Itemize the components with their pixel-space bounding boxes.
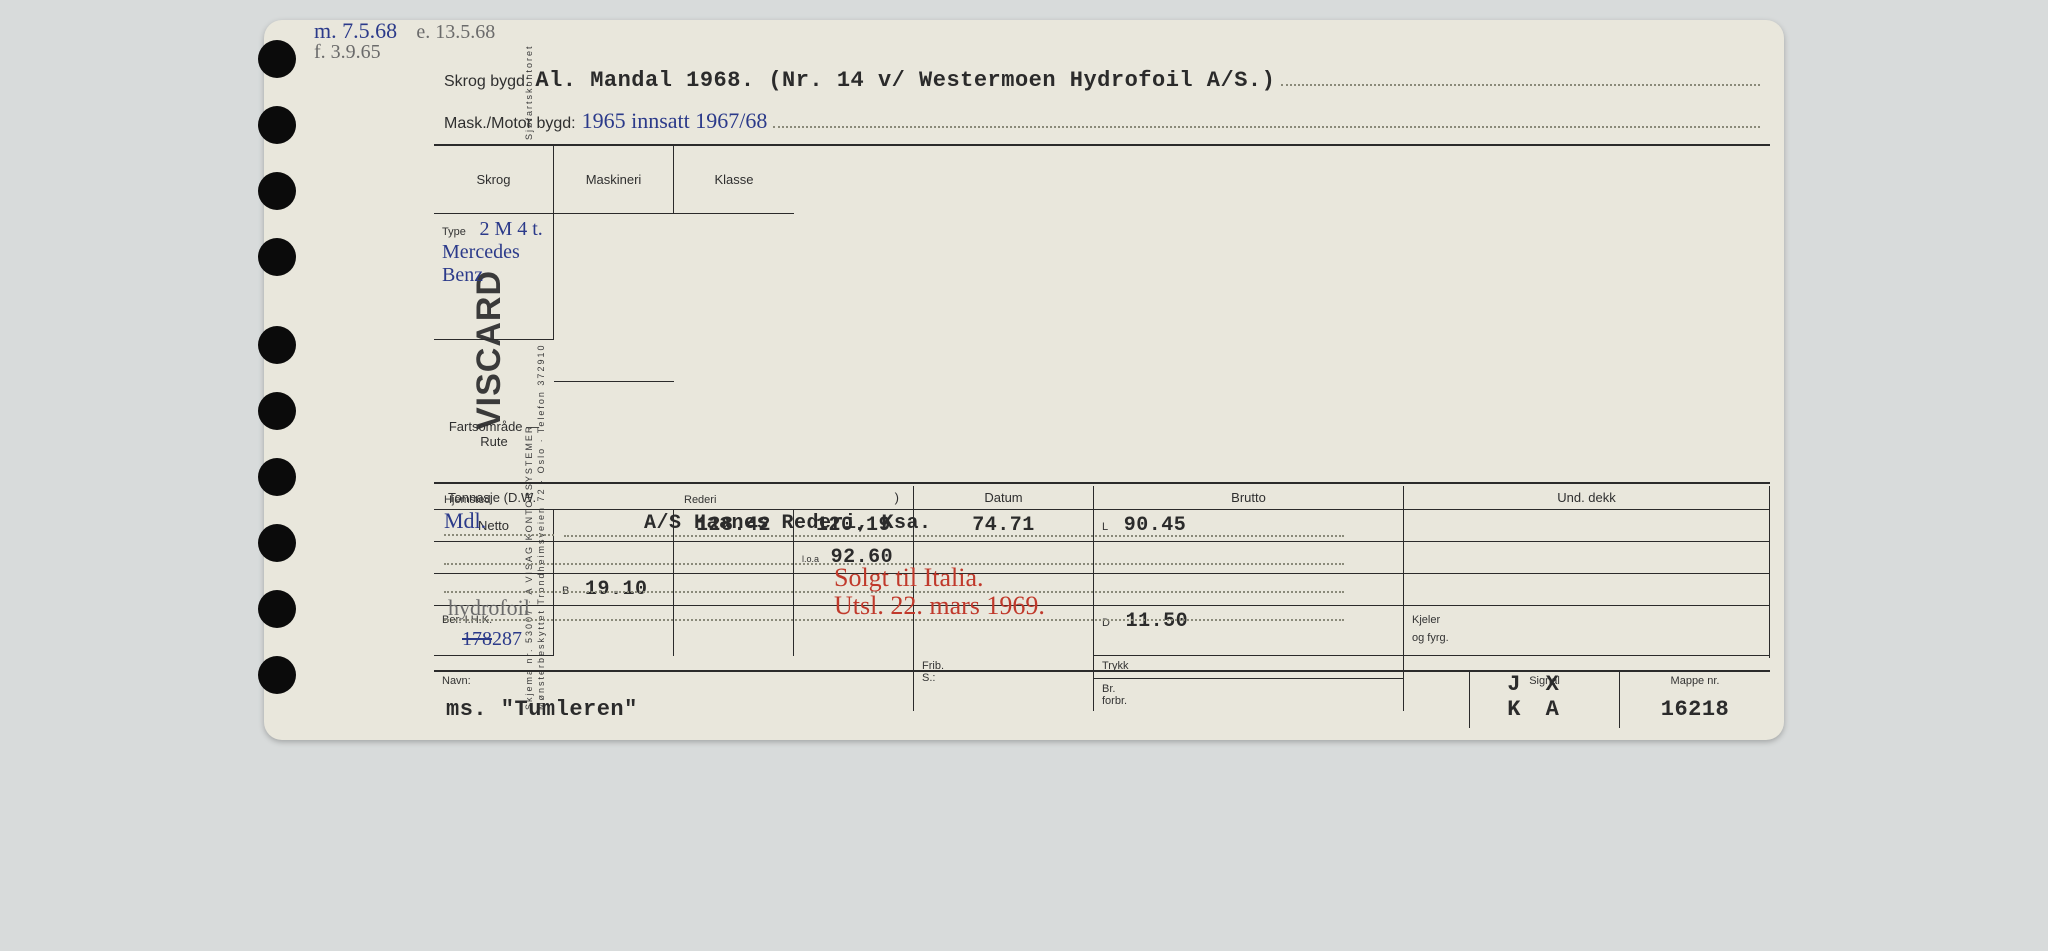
punch-hole (258, 106, 296, 144)
sidebar-imprint: VISCARD Skjema nr. 53007 · A VISAG KONTO… (372, 20, 428, 740)
label-type: Type (442, 226, 466, 238)
note-red-2: Utsl. 22. mars 1969. (834, 591, 1045, 621)
value-skrog-bygd: Al. Mandal 1968. (Nr. 14 v/ Westermoen H… (535, 68, 1275, 93)
note-red-1: Solgt til Italia. (834, 563, 984, 593)
footer-mappe: Mappe nr. 16218 (1620, 672, 1770, 728)
label-rederi: Rederi (684, 494, 716, 506)
note-m-date: m. 7.5.68 (314, 18, 397, 43)
row-skrog-bygd: Skrog bygd: Al. Mandal 1968. (Nr. 14 v/ … (444, 68, 1760, 93)
hdr-maskineri: Maskineri (554, 146, 674, 214)
card-content: Skrog bygd: Al. Mandal 1968. (Nr. 14 v/ … (434, 34, 1770, 728)
value-motor-bygd: 1965 innsatt 1967/68 (582, 108, 768, 134)
punch-hole (258, 172, 296, 210)
main-grid: Tonnasje (D.W. ) Skrog Maskineri Klasse … (434, 144, 1770, 484)
hdr-skrog: Skrog (434, 146, 554, 214)
value-navn: ms. "Tumleren" (446, 697, 638, 722)
punch-holes (258, 40, 296, 722)
row-motor-bygd: Mask./Motor bygd: 1965 innsatt 1967/68 (444, 108, 1760, 134)
dotted-rule (1281, 73, 1760, 86)
label-navn: Navn: (442, 675, 471, 687)
label-motor-bygd: Mask./Motor bygd: (444, 115, 576, 133)
label-mappe: Mappe nr. (1671, 675, 1720, 687)
label-fartsomrade: Fartsområde — Rute (442, 419, 546, 449)
value-signal: J X K A (1507, 672, 1582, 722)
lower-section: Hjemsted Rederi Mdl. A/S Haanes Rederi, … (434, 488, 1770, 658)
punch-hole (258, 326, 296, 364)
hdr-klasse: Klasse (674, 146, 794, 214)
punch-hole (258, 656, 296, 694)
punch-hole (258, 40, 296, 78)
label-skrog-bygd: Skrog bygd: (444, 73, 529, 91)
punch-hole (258, 590, 296, 628)
label-hjemsted: Hjemsted (444, 494, 644, 506)
punch-hole (258, 238, 296, 276)
dotted-rule (773, 115, 1760, 128)
footer-navn: Navn: ms. "Tumleren" (434, 672, 1470, 728)
value-rederi: A/S Haanes Rederi, Ksa. (644, 512, 932, 535)
value-mappe: 16218 (1661, 697, 1730, 722)
punch-hole (258, 524, 296, 562)
footer-bar: Navn: ms. "Tumleren" Signal J X K A Mapp… (434, 670, 1770, 728)
note-pencil: hydrofoil (448, 595, 530, 621)
cell-maskineri-type: Type 2 M 4 t. Mercedes Benz (434, 214, 554, 340)
punch-hole (258, 458, 296, 496)
footer-signal: Signal J X K A (1470, 672, 1620, 728)
cell-fartsomrade: Fartsområde — Rute (434, 382, 554, 486)
index-card: VISCARD Skjema nr. 53007 · A VISAG KONTO… (264, 20, 1784, 740)
punch-hole (258, 392, 296, 430)
value-hjemsted: Mdl. (444, 508, 486, 533)
cell-klasse-empty (554, 214, 674, 382)
